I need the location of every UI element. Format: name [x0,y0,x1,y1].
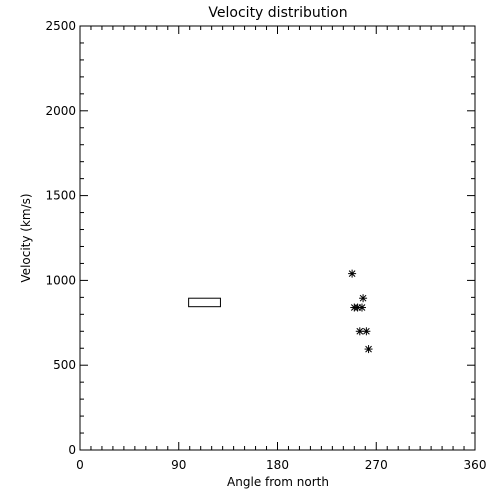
data-points [348,269,373,354]
y-axis-label: Velocity (km/s) [19,193,33,282]
data-range-box [188,297,221,308]
x-tick-label: 0 [76,458,84,472]
y-tick-label: 2000 [45,104,76,118]
x-axis-ticks [79,26,476,450]
plot-frame [79,25,476,451]
x-axis-tick-labels: 0 90 180 270 360 [76,458,486,472]
y-axis-tick-labels: 0 500 1000 1500 2000 2500 [45,19,76,457]
data-point [348,269,357,278]
x-tick-label: 180 [266,458,289,472]
x-axis-label: Angle from north [227,475,329,489]
chart-title: Velocity distribution [208,5,347,21]
x-tick-label: 360 [464,458,487,472]
x-tick-label: 90 [171,458,186,472]
y-tick-label: 500 [53,358,76,372]
data-point [357,303,366,312]
y-tick-label: 0 [68,443,76,457]
y-axis-ticks [80,25,475,451]
data-box-layer [188,297,221,308]
y-tick-label: 2500 [45,19,76,33]
y-tick-label: 1000 [45,273,76,287]
data-point [362,327,371,336]
data-point [359,294,368,303]
x-tick-label: 270 [365,458,388,472]
y-tick-label: 1500 [45,189,76,203]
data-point [364,345,373,354]
